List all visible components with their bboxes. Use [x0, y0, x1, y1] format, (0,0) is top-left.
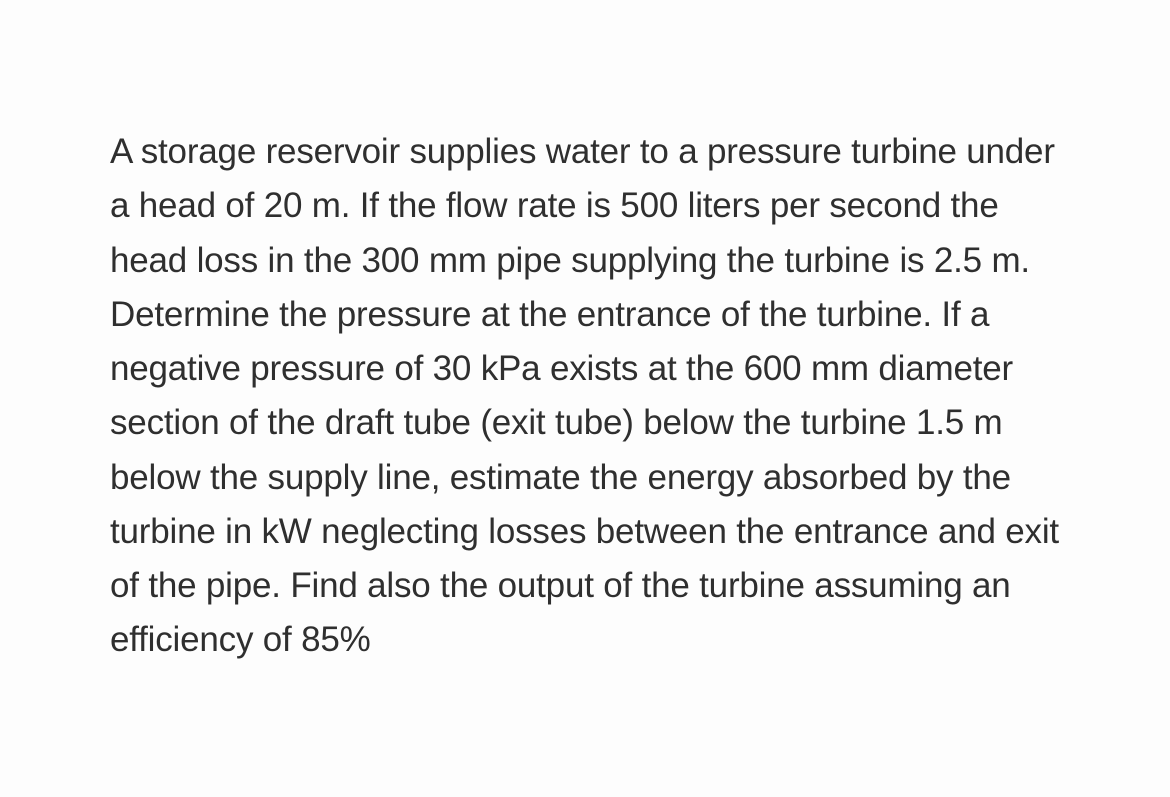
problem-statement: A storage reservoir supplies water to a … [110, 125, 1080, 668]
document-page: A storage reservoir supplies water to a … [0, 0, 1170, 797]
